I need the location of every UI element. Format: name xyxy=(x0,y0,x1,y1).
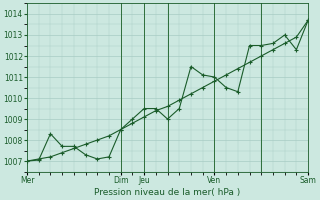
X-axis label: Pression niveau de la mer( hPa ): Pression niveau de la mer( hPa ) xyxy=(94,188,241,197)
